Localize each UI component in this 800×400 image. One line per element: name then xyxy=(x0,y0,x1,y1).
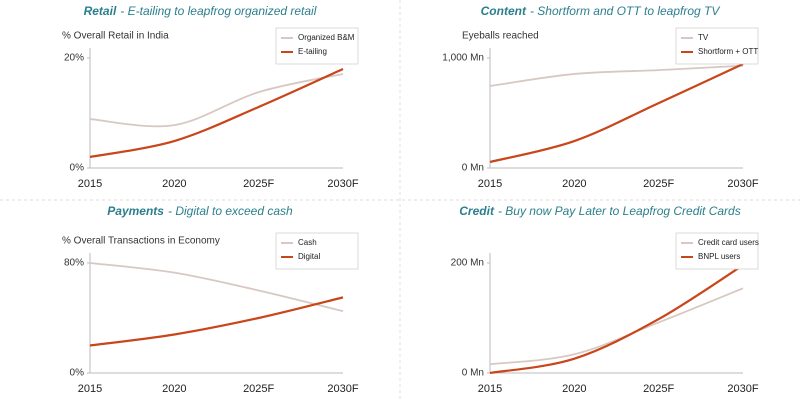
x-tick-label: 2025F xyxy=(243,178,274,190)
x-tick-label: 2020 xyxy=(562,383,586,395)
chart-title: Retail - E-tailing to leapfrog organized … xyxy=(84,4,317,18)
legend-label: Shortform + OTT xyxy=(698,47,758,56)
series-line xyxy=(489,64,744,87)
chart-panel: Payments - Digital to exceed cash % Overal… xyxy=(62,204,359,395)
y-tick-label: 0% xyxy=(70,368,85,379)
chart-panel: Content - Shortform and OTT to leapfrog T… xyxy=(442,4,759,190)
y-tick-label: 0 Mn xyxy=(462,163,484,174)
series-line xyxy=(489,63,744,164)
legend-box xyxy=(275,27,359,65)
axis-subtitle: % Overall Transactions in Economy xyxy=(62,236,220,247)
y-tick-label: 0% xyxy=(70,163,85,174)
y-tick-label: 0 Mn xyxy=(462,368,484,379)
x-tick-label: 2025F xyxy=(243,383,274,395)
title-text: - Shortform and OTT to leapfrog TV xyxy=(530,4,720,18)
title-lead: Payments xyxy=(107,204,164,218)
y-tick-label: 200 Mn xyxy=(451,258,484,269)
chart-panel: Retail - E-tailing to leapfrog organized … xyxy=(62,4,359,190)
legend-box xyxy=(675,232,759,270)
x-tick-label: 2030F xyxy=(727,383,758,395)
axis-subtitle: Eyeballs reached xyxy=(462,31,539,42)
series-line xyxy=(89,296,344,347)
y-tick-label: 20% xyxy=(64,53,84,64)
chart-title: Credit - Buy now Pay Later to Leapfrog Cr… xyxy=(459,204,740,218)
axis-subtitle: % Overall Retail in India xyxy=(62,31,169,42)
title-lead: Retail xyxy=(84,4,117,18)
legend-box xyxy=(675,27,759,65)
x-tick-label: 2030F xyxy=(327,178,358,190)
chart-title: Payments - Digital to exceed cash xyxy=(107,204,293,218)
y-tick-label: 1,000 Mn xyxy=(442,53,484,64)
x-tick-label: 2020 xyxy=(562,178,586,190)
series-line xyxy=(89,262,344,312)
x-tick-label: 2020 xyxy=(162,383,186,395)
x-tick-label: 2030F xyxy=(727,178,758,190)
x-tick-label: 2030F xyxy=(327,383,358,395)
title-text: - Buy now Pay Later to Leapfrog Credit C… xyxy=(498,204,741,218)
y-tick-label: 80% xyxy=(64,258,84,269)
series-line xyxy=(489,264,744,375)
legend-label: E-tailing xyxy=(298,47,327,56)
legend-label: Credit card users xyxy=(698,238,759,247)
x-tick-label: 2025F xyxy=(643,383,674,395)
x-tick-label: 2025F xyxy=(643,178,674,190)
series-line xyxy=(89,73,344,128)
x-tick-label: 2015 xyxy=(478,383,502,395)
legend-label: Digital xyxy=(298,252,320,261)
legend-label: Organized B&M xyxy=(298,33,355,42)
legend-box xyxy=(275,232,359,270)
title-lead: Credit xyxy=(459,204,495,218)
x-tick-label: 2020 xyxy=(162,178,186,190)
title-text: - E-tailing to leapfrog organized retail xyxy=(120,4,316,18)
chart-panel: Credit - Buy now Pay Later to Leapfrog Cr… xyxy=(451,204,759,395)
legend-label: BNPL users xyxy=(698,252,740,261)
legend-label: Cash xyxy=(298,238,317,247)
x-tick-label: 2015 xyxy=(478,178,502,190)
x-tick-label: 2015 xyxy=(78,383,102,395)
x-tick-label: 2015 xyxy=(78,178,102,190)
title-lead: Content xyxy=(481,4,527,18)
chart-title: Content - Shortform and OTT to leapfrog T… xyxy=(481,4,721,18)
series-line xyxy=(89,67,344,159)
series-line xyxy=(489,287,744,366)
legend-label: TV xyxy=(698,33,709,42)
title-text: - Digital to exceed cash xyxy=(168,204,293,218)
